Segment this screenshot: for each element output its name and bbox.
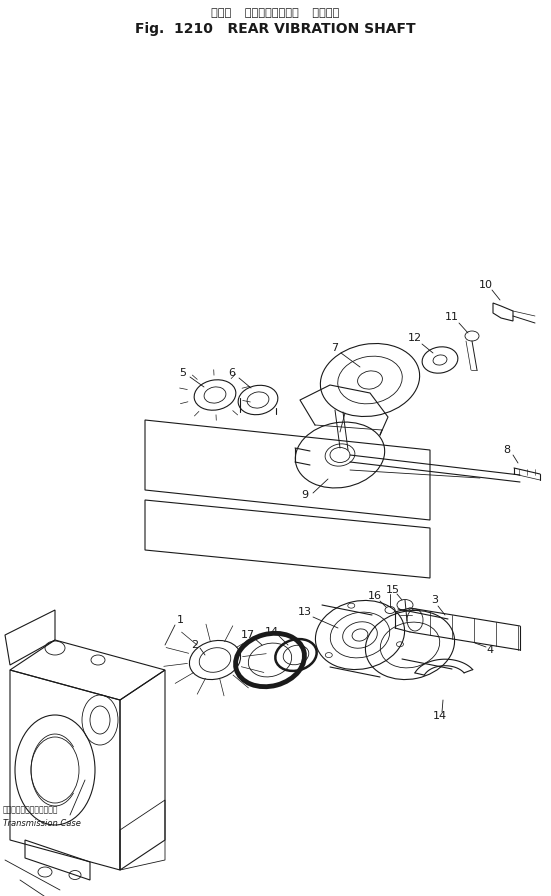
Text: 15: 15 <box>386 585 400 595</box>
Text: 13: 13 <box>298 607 312 617</box>
Text: 9: 9 <box>301 490 309 500</box>
Text: 6: 6 <box>229 368 235 378</box>
Text: 2: 2 <box>191 640 198 650</box>
Text: 10: 10 <box>479 280 493 290</box>
Text: 14: 14 <box>265 627 279 637</box>
Text: トランスミッションケース: トランスミッションケース <box>3 806 58 814</box>
Text: Transmission Case: Transmission Case <box>3 819 81 828</box>
Text: 1: 1 <box>176 615 183 625</box>
Text: リヤー  バイブレーション  シャフト: リヤー バイブレーション シャフト <box>212 8 339 18</box>
Text: 16: 16 <box>368 591 382 601</box>
Text: 12: 12 <box>408 333 422 343</box>
Text: 5: 5 <box>180 368 186 378</box>
Text: 8: 8 <box>504 445 511 455</box>
Text: 11: 11 <box>445 312 459 322</box>
Text: 17: 17 <box>241 630 255 640</box>
Text: Fig.  1210   REAR VIBRATION SHAFT: Fig. 1210 REAR VIBRATION SHAFT <box>135 22 416 36</box>
Text: 7: 7 <box>332 343 338 353</box>
Text: 3: 3 <box>431 595 439 605</box>
Text: 4: 4 <box>487 645 494 655</box>
Text: 14: 14 <box>433 711 447 721</box>
